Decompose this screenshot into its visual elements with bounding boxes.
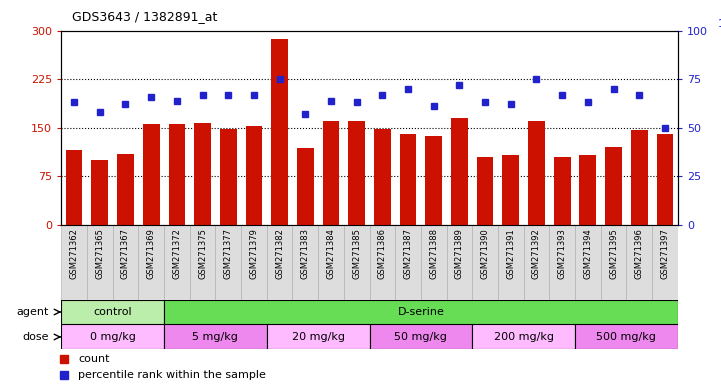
Bar: [451, 118, 468, 225]
Bar: [61, 300, 164, 324]
Text: GSM271379: GSM271379: [249, 228, 258, 279]
Text: GSM271387: GSM271387: [404, 228, 412, 280]
Bar: [344, 225, 370, 300]
Text: GSM271362: GSM271362: [70, 228, 79, 279]
Bar: [322, 121, 340, 225]
Text: 5 mg/kg: 5 mg/kg: [193, 332, 239, 342]
Text: GSM271385: GSM271385: [352, 228, 361, 279]
Text: GSM271390: GSM271390: [481, 228, 490, 279]
Bar: [472, 324, 575, 349]
Text: agent: agent: [16, 307, 48, 317]
Bar: [216, 225, 241, 300]
Text: count: count: [79, 354, 110, 364]
Bar: [246, 126, 262, 225]
Bar: [472, 225, 498, 300]
Bar: [503, 155, 519, 225]
Text: GSM271383: GSM271383: [301, 228, 310, 280]
Bar: [498, 225, 523, 300]
Bar: [194, 123, 211, 225]
Bar: [164, 300, 678, 324]
Bar: [267, 225, 293, 300]
Bar: [575, 225, 601, 300]
Bar: [605, 147, 622, 225]
Text: GSM271372: GSM271372: [172, 228, 182, 279]
Bar: [399, 134, 417, 225]
Text: 500 mg/kg: 500 mg/kg: [596, 332, 656, 342]
Bar: [293, 225, 318, 300]
Text: 200 mg/kg: 200 mg/kg: [494, 332, 554, 342]
Bar: [554, 157, 570, 225]
Bar: [66, 150, 82, 225]
Bar: [87, 225, 112, 300]
Text: GSM271395: GSM271395: [609, 228, 618, 279]
Bar: [61, 225, 87, 300]
Bar: [241, 225, 267, 300]
Bar: [169, 124, 185, 225]
Bar: [631, 130, 647, 225]
Bar: [477, 157, 493, 225]
Bar: [164, 225, 190, 300]
Bar: [190, 225, 216, 300]
Bar: [580, 155, 596, 225]
Bar: [271, 39, 288, 225]
Bar: [348, 121, 365, 225]
Bar: [657, 134, 673, 225]
Text: GSM271377: GSM271377: [224, 228, 233, 280]
Text: GSM271396: GSM271396: [634, 228, 644, 279]
Text: GSM271389: GSM271389: [455, 228, 464, 279]
Bar: [549, 225, 575, 300]
Bar: [220, 129, 236, 225]
Bar: [267, 324, 370, 349]
Text: GSM271367: GSM271367: [121, 228, 130, 280]
Text: 50 mg/kg: 50 mg/kg: [394, 332, 447, 342]
Bar: [117, 154, 134, 225]
Bar: [627, 225, 652, 300]
Bar: [318, 225, 344, 300]
Bar: [297, 148, 314, 225]
Bar: [652, 225, 678, 300]
Bar: [138, 225, 164, 300]
Bar: [523, 225, 549, 300]
Bar: [164, 324, 267, 349]
Text: GSM271391: GSM271391: [506, 228, 516, 279]
Text: GSM271369: GSM271369: [146, 228, 156, 279]
Bar: [370, 324, 472, 349]
Bar: [370, 225, 395, 300]
Text: dose: dose: [22, 332, 48, 342]
Text: 0 mg/kg: 0 mg/kg: [89, 332, 136, 342]
Text: GSM271386: GSM271386: [378, 228, 387, 280]
Bar: [421, 225, 446, 300]
Text: GSM271382: GSM271382: [275, 228, 284, 279]
Bar: [575, 324, 678, 349]
Bar: [446, 225, 472, 300]
Text: D-serine: D-serine: [397, 307, 444, 317]
Text: GSM271365: GSM271365: [95, 228, 105, 279]
Text: GSM271393: GSM271393: [557, 228, 567, 279]
Text: percentile rank within the sample: percentile rank within the sample: [79, 370, 266, 380]
Text: GSM271392: GSM271392: [532, 228, 541, 279]
Text: GSM271394: GSM271394: [583, 228, 593, 279]
Bar: [61, 324, 164, 349]
Text: GDS3643 / 1382891_at: GDS3643 / 1382891_at: [72, 10, 218, 23]
Bar: [425, 136, 442, 225]
Bar: [601, 225, 627, 300]
Text: control: control: [93, 307, 132, 317]
Text: 100%: 100%: [718, 19, 721, 29]
Text: GSM271375: GSM271375: [198, 228, 207, 279]
Text: GSM271388: GSM271388: [429, 228, 438, 280]
Bar: [528, 121, 545, 225]
Text: 20 mg/kg: 20 mg/kg: [291, 332, 345, 342]
Text: GSM271384: GSM271384: [327, 228, 335, 279]
Bar: [112, 225, 138, 300]
Bar: [143, 124, 159, 225]
Bar: [92, 160, 108, 225]
Bar: [374, 129, 391, 225]
Bar: [395, 225, 421, 300]
Text: GSM271397: GSM271397: [660, 228, 669, 279]
